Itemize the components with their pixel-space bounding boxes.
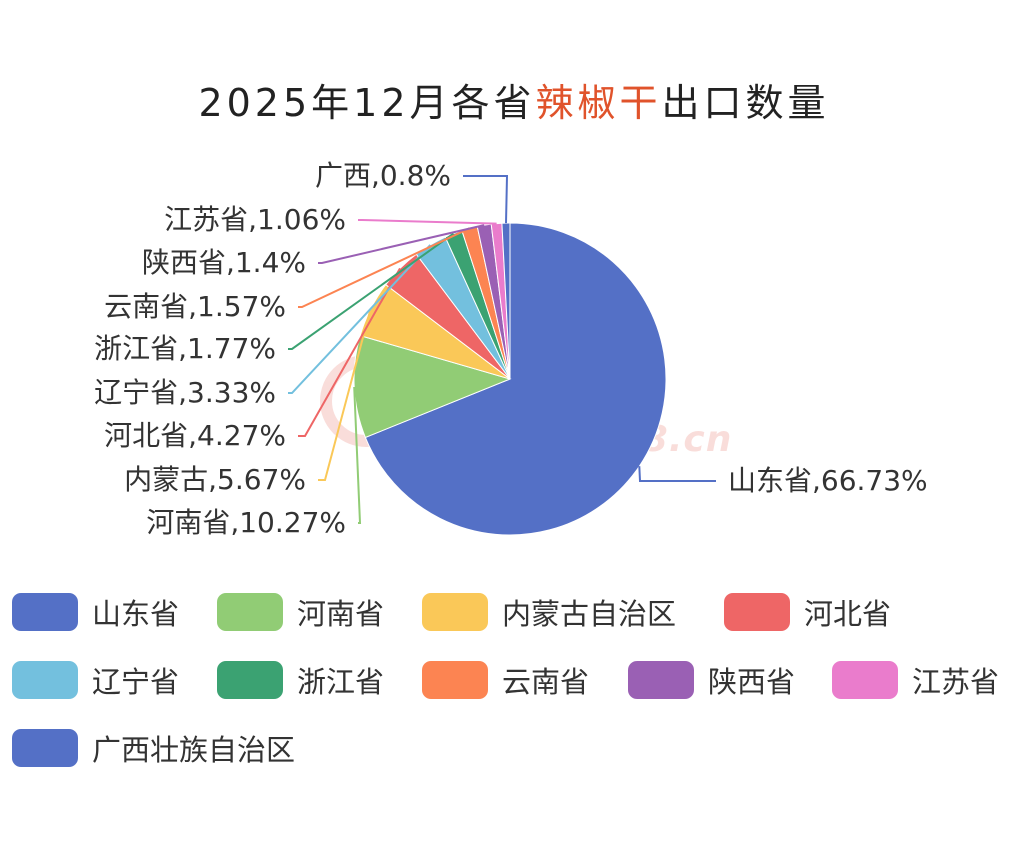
legend-swatch xyxy=(628,661,694,699)
leader-line xyxy=(288,232,455,350)
legend-label: 河北省 xyxy=(804,597,892,631)
legend-item[interactable]: 内蒙古自治区 xyxy=(422,592,676,632)
legend-item[interactable]: 云南省 xyxy=(422,660,589,700)
legend-swatch xyxy=(422,661,488,699)
leader-line xyxy=(358,219,497,225)
slice-label: 辽宁省,3.33% xyxy=(94,376,276,409)
legend-item[interactable]: 河北省 xyxy=(724,592,891,632)
legend-label: 浙江省 xyxy=(297,665,385,699)
slice-label: 云南省,1.57% xyxy=(104,290,286,323)
leader-line xyxy=(298,267,401,437)
legend-swatch xyxy=(832,661,898,699)
legend-item[interactable]: 山东省 xyxy=(12,592,179,632)
slice-label: 广西,0.8% xyxy=(315,159,451,192)
legend-label: 山东省 xyxy=(92,597,180,631)
legend-swatch xyxy=(12,661,78,699)
title-highlight: 辣椒干 xyxy=(535,81,662,125)
legend-label: 江苏省 xyxy=(912,665,1000,699)
legend-swatch xyxy=(12,593,78,631)
legend-item[interactable]: 浙江省 xyxy=(217,660,384,700)
slice-label: 河南省,10.27% xyxy=(146,506,346,539)
legend-label: 河南省 xyxy=(297,597,385,631)
legend-label: 陕西省 xyxy=(708,665,796,699)
legend-item[interactable]: 江苏省 xyxy=(832,660,999,700)
leader-line xyxy=(288,244,432,394)
slice-label: 内蒙古,5.67% xyxy=(124,463,306,496)
pie-chart: 山东省,66.73% 河南省,10.27% 内蒙古,5.67% 河北省,4.27% 辽宁… xyxy=(94,159,928,539)
legend-item[interactable]: 广西壮族自治区 xyxy=(12,728,295,768)
legend-swatch xyxy=(217,661,283,699)
legend-label: 内蒙古自治区 xyxy=(502,597,677,631)
legend-swatch xyxy=(724,593,790,631)
slice-label: 山东省,66.73% xyxy=(728,464,928,497)
leader-line xyxy=(638,466,716,482)
slice-label: 浙江省,1.77% xyxy=(94,332,276,365)
chart-title: 2025年12月各省辣椒干出口数量 xyxy=(0,72,1028,127)
legend-swatch xyxy=(12,729,78,767)
legend-item[interactable]: 辽宁省 xyxy=(12,660,179,700)
title-prefix: 2025年12月各省 xyxy=(198,81,536,125)
slice-label: 河北省,4.27% xyxy=(104,419,286,452)
slice-label: 陕西省,1.4% xyxy=(142,246,306,279)
leader-line xyxy=(463,175,509,224)
legend-swatch xyxy=(217,593,283,631)
legend-label: 云南省 xyxy=(502,665,590,699)
leader-line xyxy=(318,308,372,481)
leader-line xyxy=(318,224,485,264)
legend-label: 辽宁省 xyxy=(92,665,180,699)
legend-item[interactable]: 河南省 xyxy=(217,592,384,632)
pie-slice xyxy=(364,222,667,536)
leader-line xyxy=(298,227,470,308)
title-suffix: 出口数量 xyxy=(661,81,830,125)
legend-item[interactable]: 陕西省 xyxy=(628,660,795,700)
slice-label: 江苏省,1.06% xyxy=(164,203,346,236)
legend-swatch xyxy=(422,593,488,631)
legend-label: 广西壮族自治区 xyxy=(92,733,296,767)
leader-line xyxy=(353,386,362,524)
